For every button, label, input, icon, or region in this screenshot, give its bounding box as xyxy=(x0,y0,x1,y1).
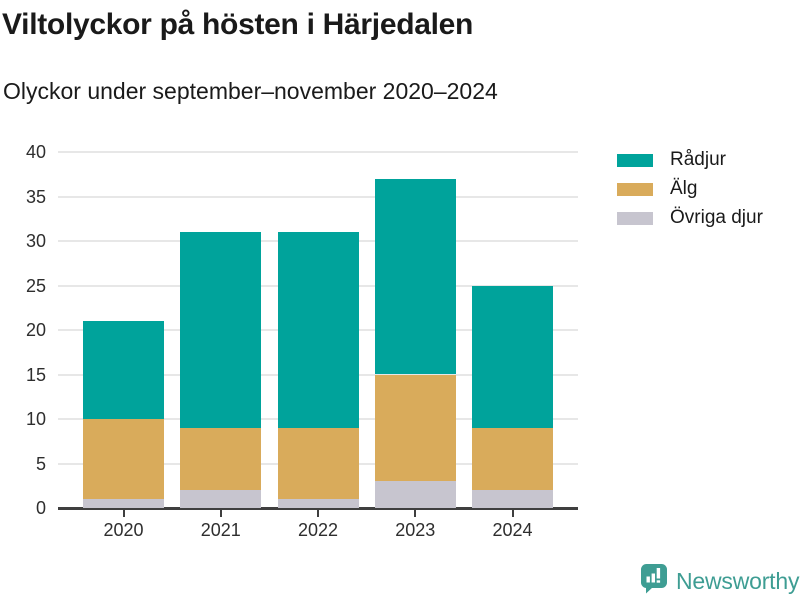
bar-2024-ovriga-djur xyxy=(472,490,553,508)
bar-2023-radjur xyxy=(374,178,456,375)
bar-2020-radjur xyxy=(83,321,164,419)
bar-2020-alg xyxy=(83,419,164,500)
legend-item-radjur: Rådjur xyxy=(617,149,763,170)
bar-2024-radjur xyxy=(472,285,553,428)
legend-label-alg: Älg xyxy=(670,178,698,199)
y-tick-label-40: 40 xyxy=(25,142,46,162)
x-tick-label-2022: 2022 xyxy=(297,520,339,540)
x-axis-line xyxy=(58,507,578,510)
x-tick-label-2023: 2023 xyxy=(395,520,436,540)
bar-2021-radjur xyxy=(180,232,262,428)
y-tick-label-5: 5 xyxy=(35,453,46,474)
bar-2023-alg xyxy=(374,374,456,482)
y-tick-label-20: 20 xyxy=(25,320,46,340)
x-tick-2022 xyxy=(317,510,319,517)
x-tick-2023 xyxy=(414,510,417,517)
legend-swatch-ovriga-djur xyxy=(617,211,653,225)
x-tick-2021 xyxy=(219,510,222,517)
chart-subtitle: Olyckor under september–november 2020–20… xyxy=(3,78,498,104)
x-tick-label-2020: 2020 xyxy=(103,520,144,540)
brand-footer: Newsworthy xyxy=(640,563,799,599)
legend-swatch-radjur xyxy=(617,153,653,167)
y-axis: 0 5 10 15 20 25 30 35 40 xyxy=(0,140,46,518)
y-tick-label-10: 10 xyxy=(25,409,46,429)
brand-name: Newsworthy xyxy=(676,567,800,594)
bar-2024-alg xyxy=(472,427,553,491)
bar-2021-alg xyxy=(180,427,262,491)
x-tick-label-2021: 2021 xyxy=(200,520,241,540)
legend-label-radjur: Rådjur xyxy=(670,149,726,170)
chart-area: 0 5 10 15 20 25 30 35 40 2020 2021 2022 2023 2024 xyxy=(0,140,800,560)
chart-title: Viltolyckor på hösten i Härjedalen xyxy=(2,8,474,41)
y-tick-label-35: 35 xyxy=(25,186,46,207)
plot-area xyxy=(58,140,578,510)
legend-item-alg: Älg xyxy=(617,178,763,199)
bar-2021-ovriga-djur xyxy=(180,490,262,508)
gridline-y-35 xyxy=(58,195,578,198)
legend-label-ovriga-djur: Övriga djur xyxy=(670,207,763,228)
y-tick-label-30: 30 xyxy=(25,231,46,251)
x-tick-2024 xyxy=(511,510,514,517)
gridline-y-40 xyxy=(58,151,578,153)
bar-2023-ovriga-djur xyxy=(374,481,456,508)
legend: Rådjur Älg Övriga djur xyxy=(617,149,763,237)
legend-swatch-alg xyxy=(617,182,653,196)
newsworthy-logo-icon xyxy=(640,563,668,599)
bar-2022-radjur xyxy=(277,232,359,428)
x-tick-label-2024: 2024 xyxy=(492,520,533,540)
legend-item-ovriga-djur: Övriga djur xyxy=(617,207,763,228)
bar-2020-ovriga-djur xyxy=(83,499,164,508)
bar-2022-alg xyxy=(277,427,359,500)
bar-2022-ovriga-djur xyxy=(277,499,359,508)
y-tick-label-15: 15 xyxy=(25,364,46,385)
y-tick-label-25: 25 xyxy=(25,275,46,296)
y-tick-label-0: 0 xyxy=(35,498,46,518)
x-tick-2020 xyxy=(122,510,125,517)
